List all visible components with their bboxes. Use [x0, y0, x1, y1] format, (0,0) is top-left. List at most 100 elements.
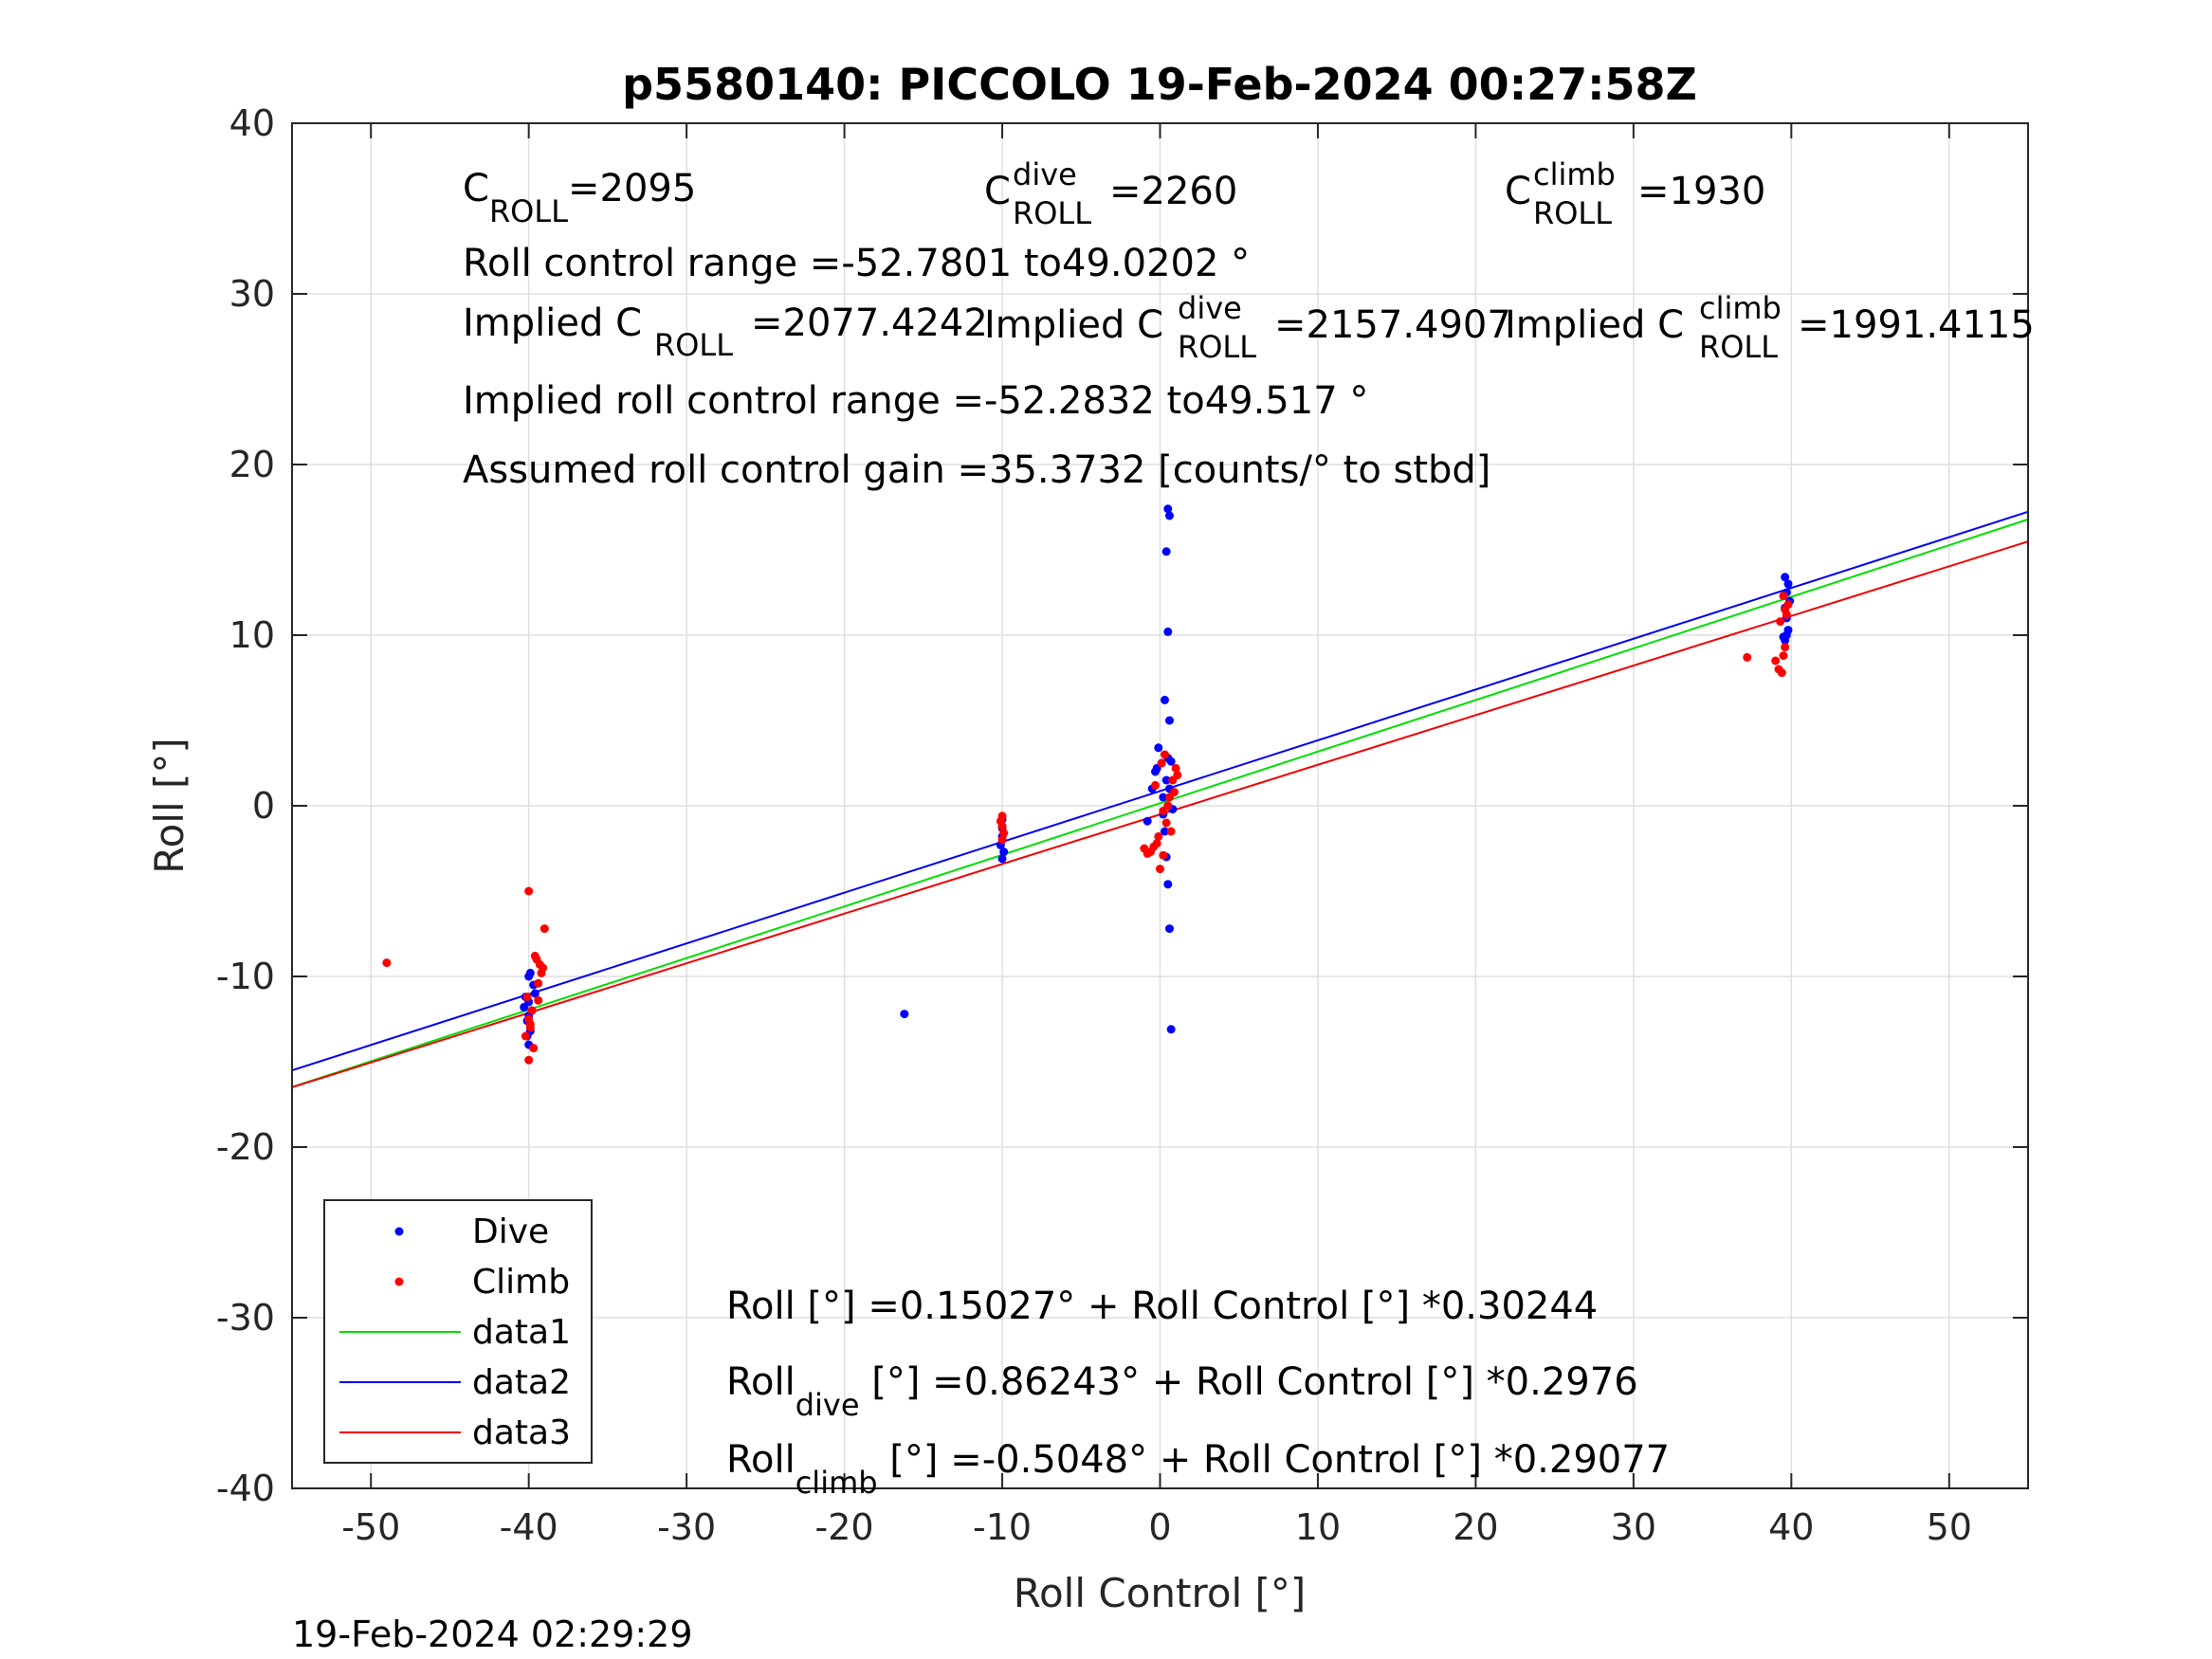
- x-tick-label: 10: [1295, 1506, 1341, 1548]
- y-axis-label: Roll [°]: [146, 738, 192, 873]
- annotation-implied-c-roll-climb-value: =1991.4115: [1798, 303, 2035, 347]
- climb-point: [1159, 806, 1168, 815]
- x-tick-label: 50: [1927, 1506, 1972, 1548]
- climb-point: [530, 951, 539, 960]
- climb-point: [1779, 651, 1788, 661]
- chart-title: p5580140: PICCOLO 19-Feb-2024 00:27:58Z: [622, 59, 1697, 110]
- dive-point: [1164, 716, 1174, 725]
- annotation-implied-c-roll-climb-sup: climb: [1699, 290, 1782, 326]
- annotation-c-roll: CROLL=2095: [463, 167, 696, 229]
- y-tick-label: -30: [216, 1297, 275, 1339]
- climb-point: [524, 886, 534, 896]
- annotation-implied-c-roll-sub: ROLL: [654, 327, 733, 363]
- climb-point: [1159, 850, 1168, 860]
- legend: Dive Climb data1 data2 data3: [323, 1199, 593, 1464]
- annotation-c-roll-climb-sup: climb: [1533, 156, 1616, 192]
- annotation-c-roll-dive-sup: dive: [1013, 156, 1077, 192]
- climb-point: [522, 993, 532, 1002]
- annotation-implied-range: Implied roll control range =-52.2832 to4…: [463, 379, 1368, 423]
- dive-point: [1160, 695, 1169, 704]
- climb-point: [1161, 818, 1171, 828]
- footer-timestamp: 19-Feb-2024 02:29:29: [292, 1613, 693, 1655]
- y-tick-label: -40: [216, 1468, 275, 1509]
- climb-point: [1781, 643, 1790, 652]
- annotation-implied-c-roll-dive: Implied C: [984, 303, 1163, 347]
- x-tick-label: 0: [1148, 1506, 1171, 1548]
- annotation-implied-c-roll: Implied C: [463, 301, 642, 345]
- legend-climb-marker: [394, 1277, 404, 1286]
- legend-data3-label: data3: [472, 1413, 571, 1452]
- x-tick-label: 40: [1768, 1506, 1814, 1548]
- dive-point: [1781, 573, 1790, 582]
- dive-point: [1161, 775, 1171, 785]
- climb-point: [534, 995, 543, 1005]
- x-tick-label: -20: [815, 1506, 874, 1548]
- x-axis-label: Roll Control [°]: [1014, 1570, 1307, 1616]
- annotation-c-roll-dive-sub: ROLL: [1013, 195, 1091, 231]
- climb-point: [1169, 788, 1179, 797]
- annotation-implied-c-roll-climb: Implied C: [1505, 303, 1684, 347]
- climb-point: [524, 1055, 534, 1065]
- annotation-c-roll-dive-value: =2260: [1109, 170, 1237, 213]
- climb-point: [1152, 839, 1161, 848]
- annotation-implied-c-roll-value: =2077.4242: [751, 301, 988, 345]
- annotation-implied-c-roll-dive-sub: ROLL: [1178, 329, 1256, 365]
- climb-point: [997, 822, 1007, 831]
- x-tick-label: -40: [500, 1506, 558, 1548]
- dive-point: [900, 1010, 909, 1019]
- legend-climb-label: Climb: [472, 1263, 570, 1302]
- climb-point: [1779, 592, 1788, 601]
- x-tick-label: -30: [657, 1506, 716, 1548]
- climb-point: [539, 924, 549, 934]
- x-tick-label: -10: [973, 1506, 1032, 1548]
- dive-point: [1782, 630, 1791, 640]
- dive-point: [525, 968, 535, 977]
- climb-point: [521, 1031, 530, 1041]
- climb-point: [1173, 771, 1182, 780]
- dive-point: [997, 854, 1007, 864]
- dive-point: [1160, 827, 1169, 836]
- annotation-fit-all: Roll [°] =0.15027° + Roll Control [°] *0…: [726, 1285, 1598, 1328]
- y-tick-label: 40: [229, 102, 275, 144]
- dive-point: [530, 989, 539, 998]
- y-tick-label: 30: [229, 273, 275, 315]
- climb-point: [1154, 831, 1163, 841]
- climb-point: [999, 829, 1009, 838]
- dive-point: [1163, 880, 1173, 889]
- climb-point: [1171, 763, 1180, 773]
- y-tick-label: 10: [229, 614, 275, 656]
- climb-point: [1776, 617, 1785, 627]
- annotation-fit-dive: Rolldive [°] =0.86243° + Roll Control [°…: [726, 1360, 1638, 1423]
- legend-dive-marker: [394, 1227, 404, 1236]
- climb-point: [529, 1044, 539, 1053]
- dive-point: [1164, 924, 1174, 934]
- annotation-c-roll-climb-value: =1930: [1637, 170, 1765, 213]
- climb-point: [1160, 750, 1169, 759]
- y-tick-label: -20: [216, 1126, 275, 1168]
- annotation-implied-c-roll-dive-value: =2157.4907: [1274, 303, 1511, 347]
- dive-point: [1166, 1025, 1176, 1034]
- fit-line-data2: [291, 510, 2029, 1072]
- climb-point: [1157, 758, 1166, 768]
- climb-point: [534, 978, 543, 988]
- y-tick-label: 20: [229, 444, 275, 485]
- climb-point: [1743, 652, 1752, 662]
- climb-point: [382, 958, 392, 968]
- annotation-implied-c-roll-climb-sub: ROLL: [1699, 329, 1778, 365]
- fit-line-data1: [291, 518, 2029, 1088]
- climb-point: [527, 1006, 537, 1015]
- climb-point: [525, 1023, 535, 1032]
- climb-point: [1781, 605, 1790, 614]
- x-tick-label: -50: [341, 1506, 400, 1548]
- annotation-c-roll-dive: C: [984, 170, 1011, 213]
- annotation-c-roll-climb-sub: ROLL: [1533, 195, 1612, 231]
- legend-data2-label: data2: [472, 1363, 571, 1402]
- dive-point: [1166, 757, 1176, 766]
- annotation-fit-climb: Rollclimb [°] =-0.5048° + Roll Control […: [726, 1438, 1670, 1501]
- climb-point: [524, 1014, 534, 1024]
- axis-ticks: -50 -40 -30 -20 -10 0 10 20 30 40 50 40 30 20 10 0 -10 -2…: [216, 102, 2028, 1548]
- y-tick-label: 0: [252, 785, 275, 827]
- legend-dive-label: Dive: [472, 1212, 549, 1251]
- x-tick-label: 30: [1611, 1506, 1656, 1548]
- dive-point: [1159, 793, 1168, 802]
